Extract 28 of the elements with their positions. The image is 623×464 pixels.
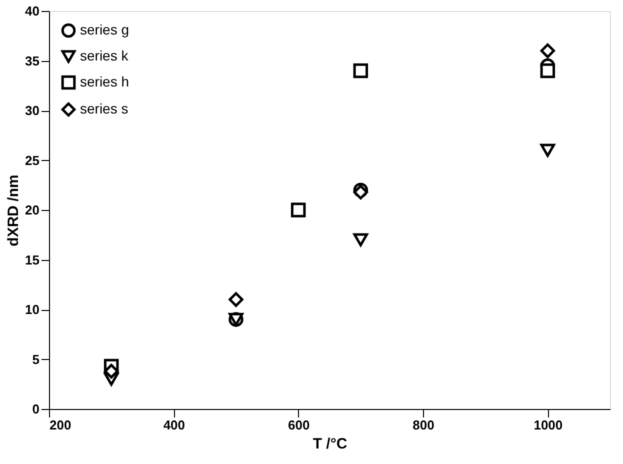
y-axis-title: dXRD /nm (5, 174, 22, 246)
x-tick-label: 200 (50, 418, 72, 432)
point (540, 144, 556, 157)
legend-label: series g (80, 22, 130, 38)
legend-label: series k (80, 48, 130, 64)
y-tick-label: 20 (25, 202, 40, 218)
point (104, 364, 119, 379)
x-axis-title: T /°C (312, 436, 348, 452)
point (290, 202, 306, 218)
y-tick-label: 0 (32, 402, 40, 416)
point (540, 43, 556, 58)
point (353, 233, 368, 246)
x-tick-label: 800 (412, 418, 434, 432)
legend-label: series h (80, 74, 130, 90)
x-tick-label: 1000 (534, 418, 563, 432)
point (353, 63, 368, 78)
x-tick-label: 400 (163, 418, 186, 432)
legend-label: series s (80, 100, 128, 116)
y-tick-label: 15 (25, 252, 40, 268)
x-tick-label: 600 (288, 418, 310, 432)
y-tick-label: 35 (25, 53, 40, 68)
y-tick-label: 30 (25, 103, 40, 118)
y-tick-label: 5 (32, 352, 40, 367)
y-tick-label: 25 (25, 152, 40, 168)
point (228, 292, 244, 307)
point (540, 63, 556, 78)
y-tick-label: 10 (25, 302, 40, 317)
y-tick-label: 40 (25, 4, 40, 18)
